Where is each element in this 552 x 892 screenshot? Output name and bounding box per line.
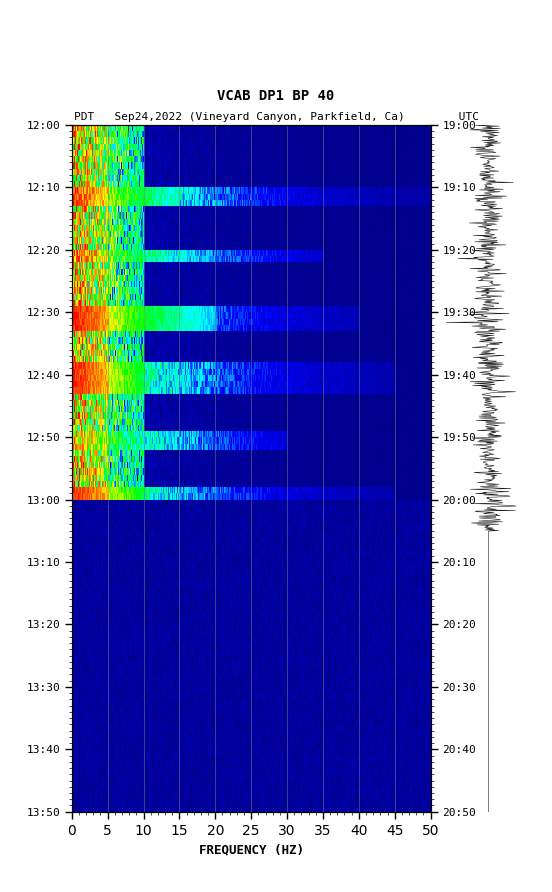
Text: PDT   Sep24,2022 (Vineyard Canyon, Parkfield, Ca)        UTC: PDT Sep24,2022 (Vineyard Canyon, Parkfie… <box>73 112 479 121</box>
X-axis label: FREQUENCY (HZ): FREQUENCY (HZ) <box>199 843 304 856</box>
Text: VCAB DP1 BP 40: VCAB DP1 BP 40 <box>217 88 335 103</box>
